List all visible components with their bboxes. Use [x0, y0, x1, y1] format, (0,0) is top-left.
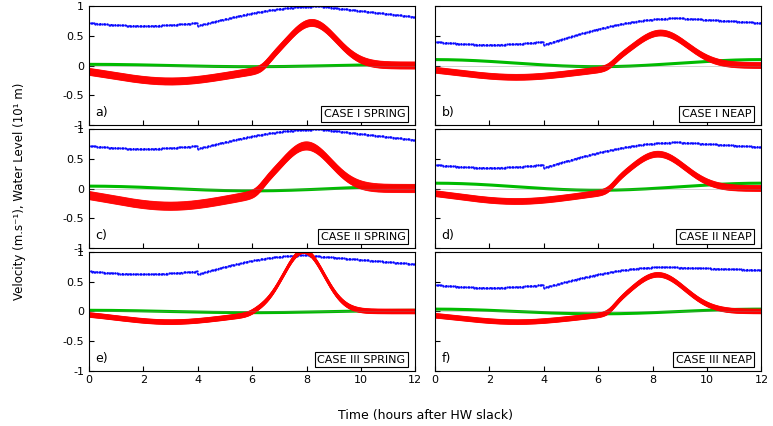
Text: CASE I NEAP: CASE I NEAP — [682, 109, 751, 119]
Text: e): e) — [95, 352, 108, 365]
Text: b): b) — [441, 106, 455, 119]
Text: d): d) — [441, 229, 455, 242]
Text: CASE II NEAP: CASE II NEAP — [679, 232, 751, 242]
Text: a): a) — [95, 106, 108, 119]
Text: c): c) — [95, 229, 107, 242]
Text: CASE I SPRING: CASE I SPRING — [324, 109, 406, 119]
Text: CASE III NEAP: CASE III NEAP — [676, 355, 751, 365]
Text: CASE II SPRING: CASE II SPRING — [321, 232, 406, 242]
Text: CASE III SPRING: CASE III SPRING — [318, 355, 406, 365]
Text: Time (hours after HW slack): Time (hours after HW slack) — [338, 409, 512, 422]
Text: f): f) — [441, 352, 451, 365]
Text: Velocity (m.s⁻¹), Water Level (10¹ m): Velocity (m.s⁻¹), Water Level (10¹ m) — [13, 83, 26, 300]
